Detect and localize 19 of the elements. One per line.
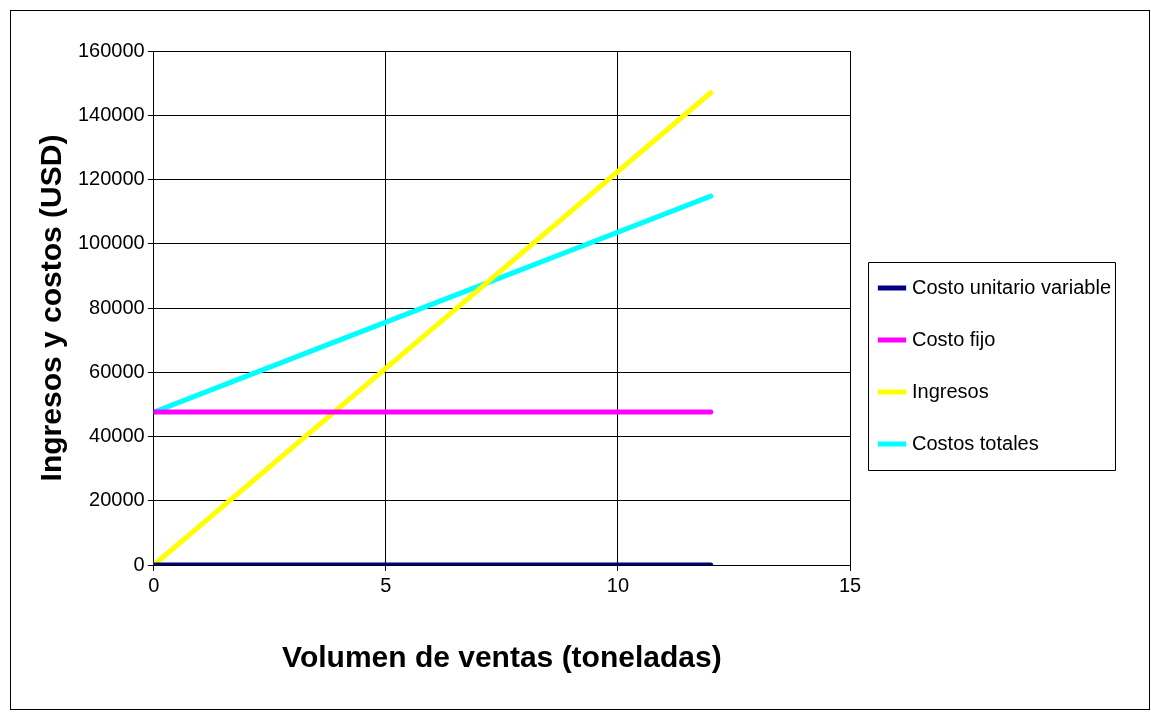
y-tick-label: 60000 xyxy=(89,359,145,382)
legend-label: Ingresos xyxy=(912,379,989,402)
y-tick-label: 100000 xyxy=(77,231,145,254)
x-axis-title: Volumen de ventas (toneladas) xyxy=(282,640,722,674)
y-tick-label: 80000 xyxy=(89,295,145,318)
x-tick-label: 0 xyxy=(148,573,160,596)
y-tick-label: 0 xyxy=(133,552,145,575)
legend-label: Costos totales xyxy=(912,431,1039,454)
legend-label: Costo fijo xyxy=(912,327,996,350)
y-axis-title: Ingresos y costos (USD) xyxy=(34,134,68,482)
legend-label: Costo unitario variable xyxy=(912,275,1112,298)
x-tick-label: 10 xyxy=(606,573,630,596)
y-tick-label: 40000 xyxy=(89,424,145,447)
y-tick-label: 120000 xyxy=(77,167,145,190)
y-tick-label: 20000 xyxy=(89,488,145,511)
y-tick-label: 160000 xyxy=(77,38,145,61)
x-tick-label: 15 xyxy=(838,573,862,596)
x-tick-label: 5 xyxy=(380,573,392,596)
y-tick-label: 140000 xyxy=(77,102,145,125)
